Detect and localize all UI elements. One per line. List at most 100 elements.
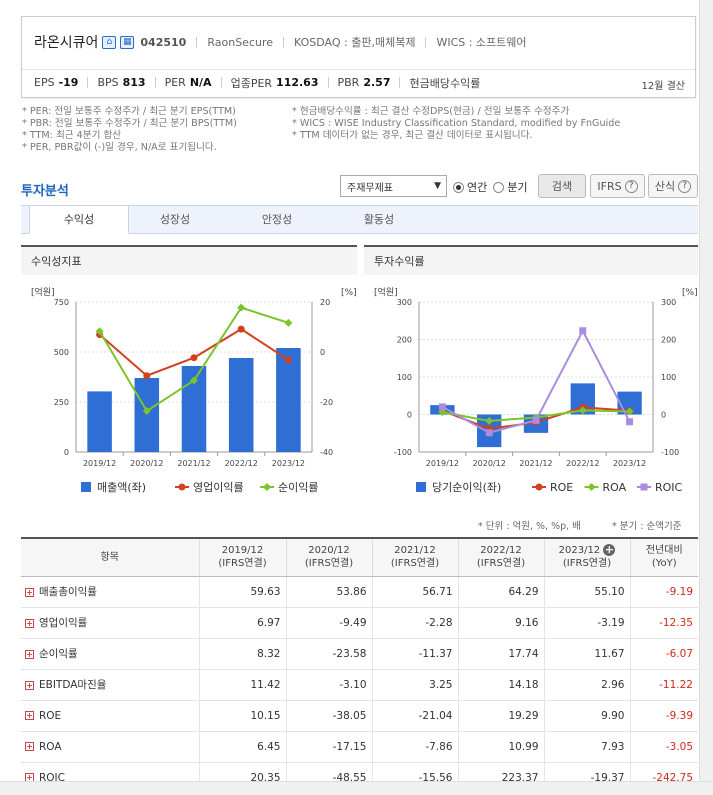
metric-value: N/A xyxy=(189,76,212,89)
expand-plus-icon[interactable]: + xyxy=(25,711,34,720)
point-순이익률 xyxy=(95,327,104,336)
radio-annual[interactable] xyxy=(453,181,464,193)
right-tick-label: 300 xyxy=(661,298,676,307)
expand-plus-icon[interactable]: + xyxy=(25,649,34,659)
legend-label: 당기순이익(좌) xyxy=(432,481,501,494)
ifrs-button-label: IFRS xyxy=(597,179,622,193)
home-icon[interactable]: ⌂ xyxy=(102,35,117,49)
formula-button[interactable]: 산식? xyxy=(648,174,698,198)
legend-item[interactable]: 순이익률 xyxy=(260,481,318,494)
section-title: 투자분석 xyxy=(21,184,69,199)
analysis-tabs: 수익성 성장성 안정성 활동성 xyxy=(21,205,698,234)
row-label-cell[interactable]: + ROA xyxy=(21,731,199,763)
legend-label: 매출액(좌) xyxy=(97,481,146,494)
legend-marker xyxy=(535,483,543,491)
tab-profitability[interactable]: 수익성 xyxy=(29,205,129,234)
point-순이익률 xyxy=(190,376,198,385)
x-tick-label: 2021/12 xyxy=(519,459,552,468)
row-label-cell[interactable]: + ROE xyxy=(21,700,199,732)
legend-item[interactable]: 매출액(좌) xyxy=(81,481,146,494)
x-tick-label: 2023/12 xyxy=(272,459,305,468)
panel-title-returns: 투자수익률 xyxy=(364,245,698,275)
x-tick-label: 2020/12 xyxy=(473,459,506,468)
legend-marker xyxy=(587,483,596,491)
note-line: * TTM: 최근 4분기 합산 xyxy=(22,130,122,141)
radio-quarter[interactable] xyxy=(493,181,505,193)
value-cell: 3.25 xyxy=(371,669,458,701)
x-tick-label: 2022/12 xyxy=(566,459,599,468)
legend-item[interactable]: ROE xyxy=(532,481,573,494)
x-tick-label: 2020/12 xyxy=(130,459,163,468)
point-ROIC xyxy=(485,429,493,437)
legend-item[interactable]: 영업이익률 xyxy=(175,481,244,494)
right-tick-label: 0 xyxy=(320,348,325,357)
bar-매출액(좌) xyxy=(134,378,160,452)
row-label-cell[interactable]: + 매출총이익률 xyxy=(21,576,199,608)
expand-plus-icon[interactable]: + xyxy=(25,680,34,690)
period-radio-group: 연간 분기 xyxy=(453,179,534,195)
radio-quarter-label: 분기 xyxy=(507,181,528,194)
x-tick-label: 2022/12 xyxy=(225,459,258,468)
tab-activity[interactable]: 활동성 xyxy=(363,213,395,226)
divider xyxy=(87,77,89,88)
value-cell: 19.29 xyxy=(457,700,544,732)
company-code: 042510 xyxy=(140,35,187,49)
yoy-cell: -3.05 xyxy=(629,731,698,763)
statement-select[interactable]: 주재무제표 ▼ xyxy=(340,175,447,197)
left-axis-unit: [억원] xyxy=(31,286,55,298)
divider xyxy=(283,36,285,48)
value-cell: -2.28 xyxy=(371,607,458,639)
help-icon: ? xyxy=(624,179,638,193)
row-label-cell[interactable]: + 순이익률 xyxy=(21,638,199,670)
value-cell: 11.42 xyxy=(198,669,286,701)
header-year: 2023/12 + (IFRS연결) xyxy=(543,537,630,577)
value-cell: 10.15 xyxy=(198,700,286,732)
expand-plus-icon[interactable]: + xyxy=(25,618,34,628)
search-button[interactable]: 검색 xyxy=(538,174,586,198)
yoy-cell: -12.35 xyxy=(629,607,698,639)
tab-stability[interactable]: 안정성 xyxy=(261,213,293,226)
value-cell: 17.74 xyxy=(457,638,544,670)
expand-plus-icon[interactable]: + xyxy=(25,587,34,597)
table-row: + 순이익률 8.32 -23.58 -11.37 17.74 11.67 -6.07 xyxy=(21,638,698,670)
vertical-scrollbar[interactable] xyxy=(699,0,713,795)
legend-swatch xyxy=(416,482,426,492)
legend-marker xyxy=(263,483,271,491)
legend-item[interactable]: 당기순이익(좌) xyxy=(416,481,501,494)
point-영업이익률 xyxy=(190,354,198,362)
left-tick-label: 0 xyxy=(64,448,69,457)
company-title-row: 라온시큐어 ⌂ ▦ 042510 RaonSecure KOSDAQ : 출판,… xyxy=(34,33,527,51)
divider xyxy=(327,77,329,88)
left-tick-label: 250 xyxy=(54,398,69,407)
table-row: + EBITDA마진율 11.42 -3.10 3.25 14.18 2.96 -11.22 xyxy=(21,669,698,701)
settlement-label: 12월 결산 xyxy=(641,81,685,92)
expand-plus-icon[interactable]: + xyxy=(25,742,34,751)
legend-item[interactable]: ROA xyxy=(584,481,627,494)
divider xyxy=(399,77,401,88)
legend-marker xyxy=(640,483,648,491)
row-label-cell[interactable]: + 영업이익률 xyxy=(21,607,199,639)
company-name: 라온시큐어 xyxy=(34,35,99,51)
ifrs-button[interactable]: IFRS? xyxy=(590,174,645,198)
tab-growth[interactable]: 성장성 xyxy=(159,213,191,226)
left-tick-label: 750 xyxy=(54,298,69,307)
value-cell: 8.32 xyxy=(198,638,286,670)
right-axis-unit: [%] xyxy=(682,288,698,298)
table-header-row: 항목 2019/12 (IFRS연결) 2020/12 (IFRS연결) 2021/… xyxy=(21,537,698,577)
building-icon[interactable]: ▦ xyxy=(120,35,135,49)
formula-button-label: 산식 xyxy=(654,180,676,193)
note-line: * TTM 데이터가 없는 경우, 최근 결산 데이터로 표시됩니다. xyxy=(292,130,533,141)
expand-plus-icon[interactable]: + xyxy=(603,543,616,557)
value-cell: 9.90 xyxy=(543,700,630,732)
right-tick-label: 20 xyxy=(320,298,330,307)
point-영업이익률 xyxy=(237,325,245,333)
value-cell: 56.71 xyxy=(371,576,458,608)
header-year-label: 2020/12 xyxy=(308,545,350,557)
legend-item[interactable]: ROIC xyxy=(637,481,683,494)
row-label-cell[interactable]: + EBITDA마진율 xyxy=(21,669,199,701)
note-line: * PBR: 전일 보통주 수정주가 / 최근 분기 BPS(TTM) xyxy=(22,118,237,129)
header-yoy-sub: (YoY) xyxy=(651,558,677,570)
horizontal-scrollbar[interactable] xyxy=(0,781,713,795)
right-tick-label: 100 xyxy=(661,373,676,382)
returns-chart: [억원] [%] -100 0 100 200 300 -100 0 100 200 300 2019/… xyxy=(374,286,698,494)
